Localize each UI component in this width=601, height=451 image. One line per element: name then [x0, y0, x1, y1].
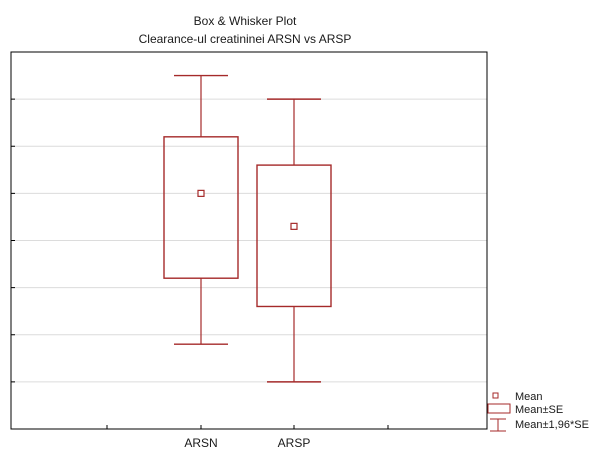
legend-label-se: Mean±SE	[515, 404, 563, 416]
arsp-mean-marker	[290, 222, 298, 230]
legend-box-symbol	[487, 403, 511, 414]
x-axis-ticks	[106, 425, 389, 429]
x-tick-label: ARSN	[184, 436, 217, 450]
chart-subtitle: Clearance-ul creatininei ARSN vs ARSP	[139, 32, 352, 46]
grid-lines	[11, 98, 487, 383]
plot-frame	[10, 51, 488, 430]
chart-marks	[163, 74, 332, 383]
x-axis-labels: ARSN ARSP	[184, 436, 310, 450]
arsn-mean-marker	[197, 189, 205, 197]
arsn-box	[163, 136, 239, 279]
x-tick-label: ARSP	[278, 436, 311, 450]
chart-title: Box & Whisker Plot	[194, 14, 297, 28]
arsp-box	[256, 164, 332, 308]
legend-mean-marker	[492, 392, 499, 399]
legend-label-mean: Mean	[515, 391, 543, 403]
legend-label-ci: Mean±1,96*SE	[515, 419, 589, 431]
